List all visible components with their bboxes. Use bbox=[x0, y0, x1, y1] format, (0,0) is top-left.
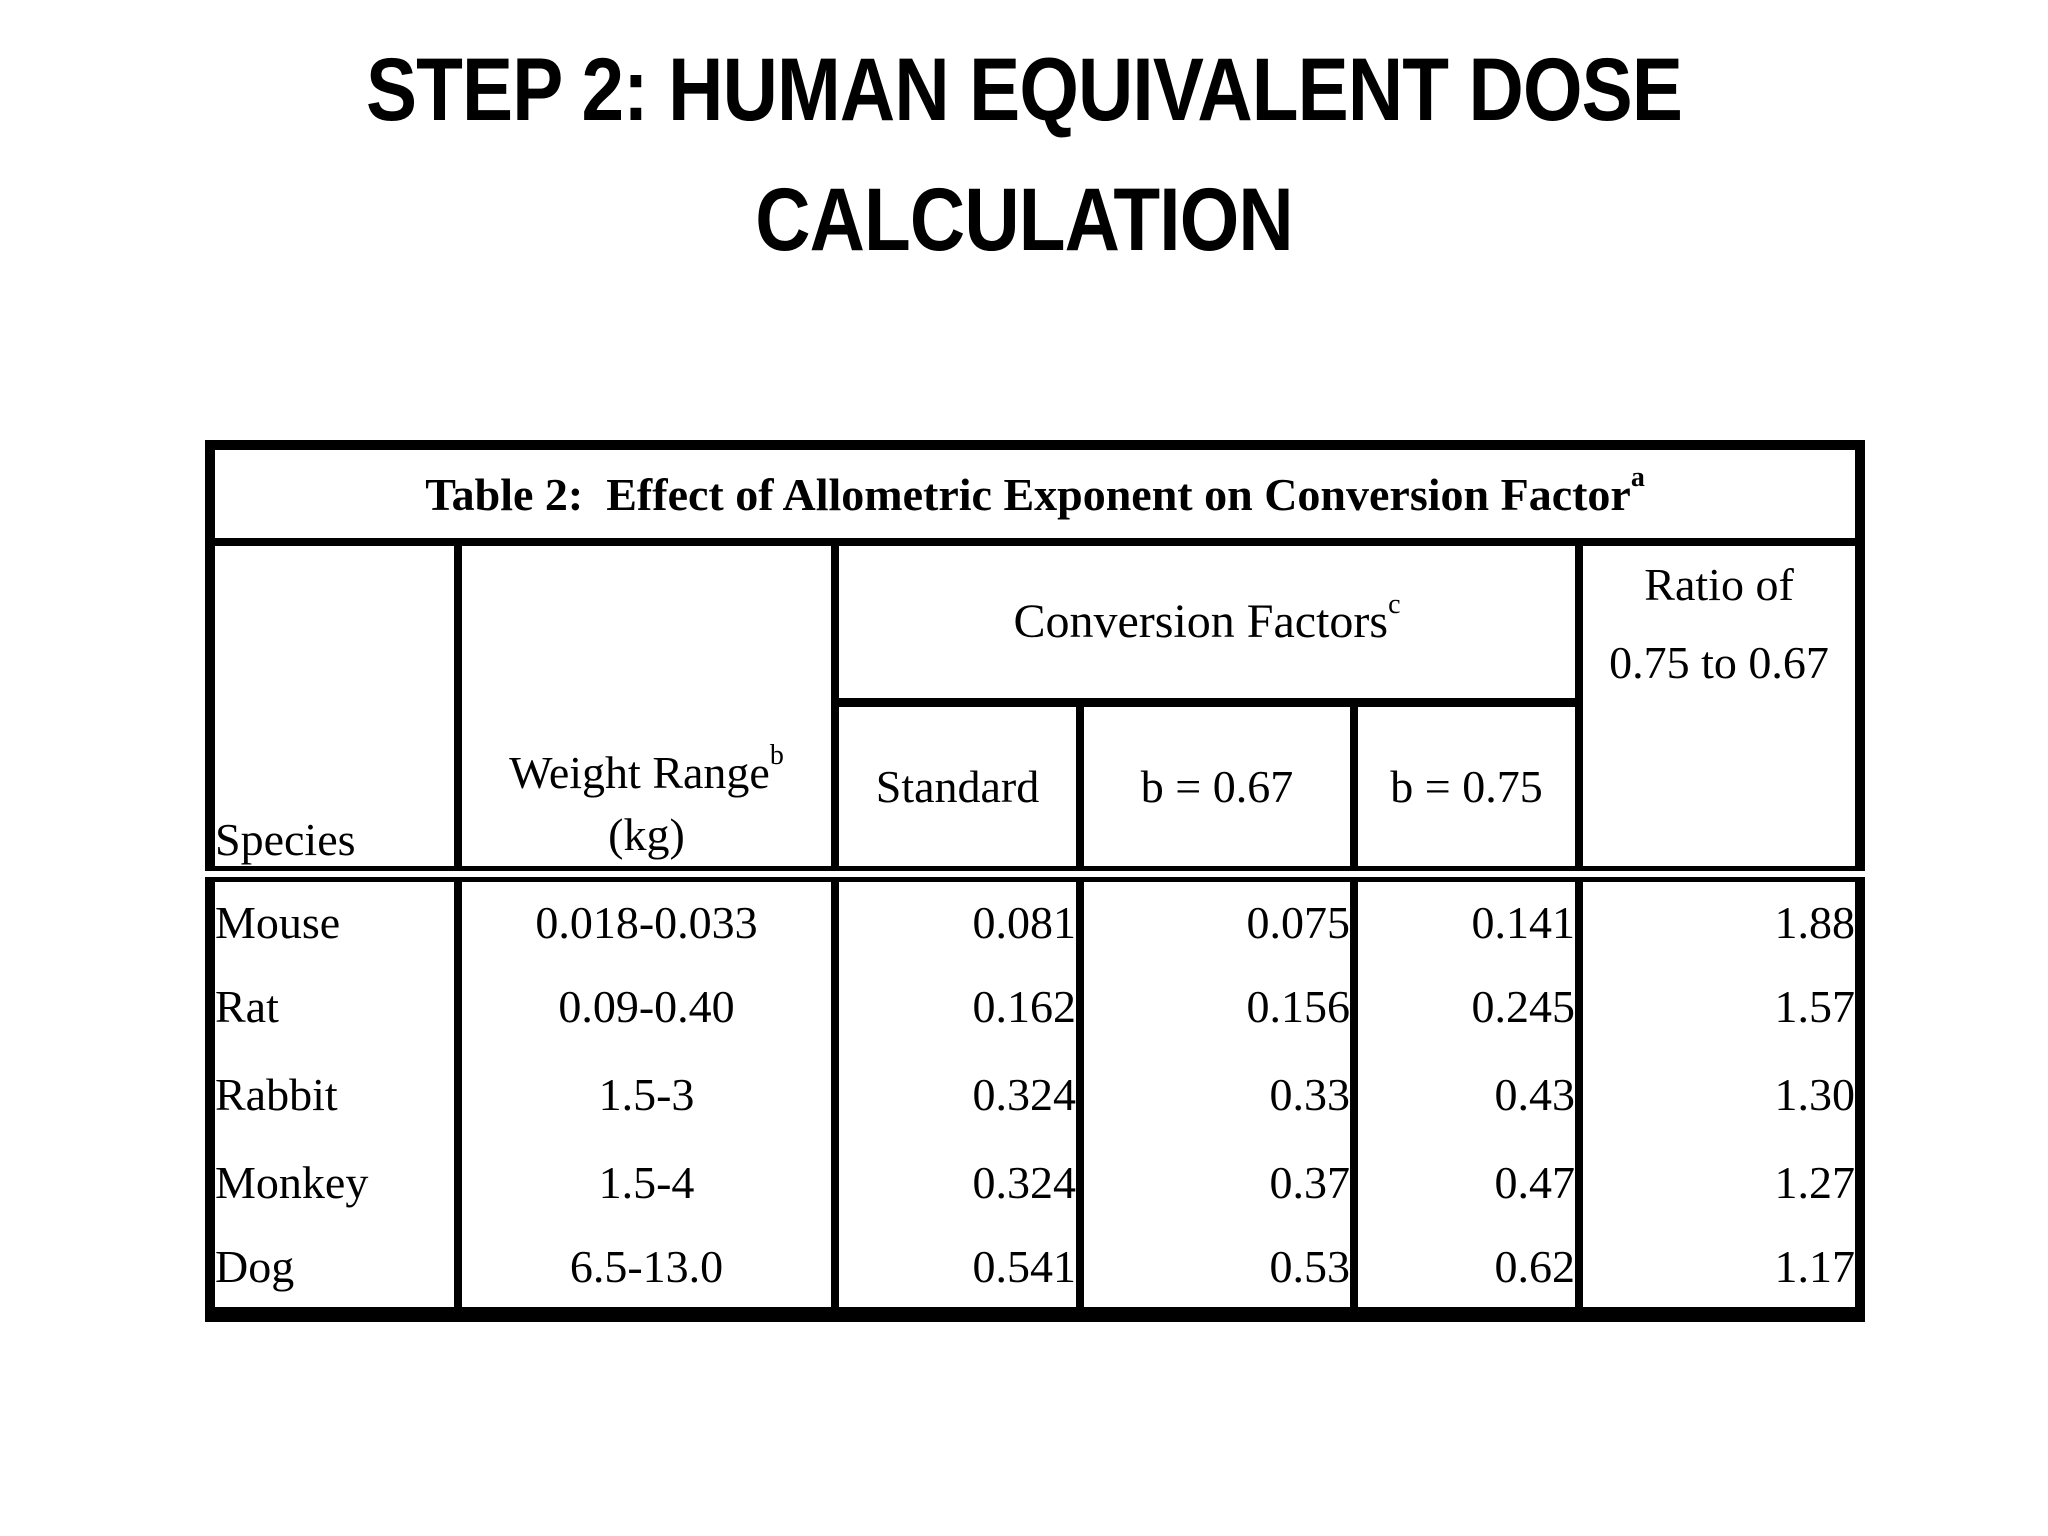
cell-b-075: 0.47 bbox=[1350, 1138, 1579, 1226]
cell-b-067: 0.156 bbox=[1076, 962, 1354, 1050]
table-row-dog: Dog 6.5-13.0 0.541 0.53 0.62 1.17 bbox=[210, 1226, 1861, 1314]
header-ratio: Ratio of 0.75 to 0.67 bbox=[1574, 542, 1861, 882]
cell-b-075: 0.43 bbox=[1350, 1050, 1579, 1138]
cell-ratio: 1.88 bbox=[1574, 874, 1861, 962]
cell-b-075: 0.141 bbox=[1350, 874, 1579, 962]
cell-weight-range: 1.5-4 bbox=[454, 1138, 835, 1226]
slide-title: STEP 2: HUMAN EQUIVALENT DOSE CALCULATIO… bbox=[143, 24, 1904, 284]
slide-title-line-1: STEP 2: HUMAN EQUIVALENT DOSE bbox=[365, 39, 1683, 139]
header-weight-range: Weight Rangeb (kg) bbox=[454, 542, 835, 882]
cell-ratio: 1.27 bbox=[1574, 1138, 1861, 1226]
table-header-row-2: Standard b = 0.67 b = 0.75 bbox=[210, 702, 1860, 882]
header-conversion-factors: Conversion Factorsc bbox=[831, 542, 1579, 707]
cell-standard: 0.324 bbox=[831, 1138, 1080, 1226]
cell-weight-range: 0.018-0.033 bbox=[454, 874, 835, 962]
cell-standard: 0.162 bbox=[831, 962, 1080, 1050]
weight-superscript-b: b bbox=[769, 740, 784, 771]
cell-standard: 0.541 bbox=[831, 1226, 1080, 1314]
cell-weight-range: 6.5-13.0 bbox=[454, 1226, 835, 1314]
header-weight-unit: (kg) bbox=[608, 809, 685, 860]
weight-range-label: Weight Range bbox=[509, 747, 770, 798]
cell-b-067: 0.33 bbox=[1076, 1050, 1354, 1138]
conversion-superscript-c: c bbox=[1388, 589, 1401, 621]
table-row-mouse: Mouse 0.018-0.033 0.081 0.075 0.141 1.88 bbox=[210, 874, 1861, 962]
cell-weight-range: 1.5-3 bbox=[454, 1050, 835, 1138]
conversion-factors-label: Conversion Factors bbox=[1013, 595, 1389, 649]
cell-species: Rabbit bbox=[215, 1068, 338, 1120]
cell-b-067: 0.53 bbox=[1076, 1226, 1354, 1314]
caption-superscript-a: a bbox=[1630, 461, 1645, 493]
table-caption: Table 2: Effect of Allometric Exponent o… bbox=[210, 445, 1861, 546]
cell-standard: 0.324 bbox=[831, 1050, 1080, 1138]
header-ratio-line-2: 0.75 to 0.67 bbox=[1609, 637, 1829, 688]
cell-species: Rat bbox=[215, 980, 279, 1032]
slide-title-line-2: CALCULATION bbox=[755, 169, 1293, 269]
cell-ratio: 1.30 bbox=[1574, 1050, 1861, 1138]
table-caption-row: Table 2: Effect of Allometric Exponent o… bbox=[210, 445, 1861, 546]
cell-b-067: 0.075 bbox=[1076, 874, 1354, 962]
table-row-monkey: Monkey 1.5-4 0.324 0.37 0.47 1.27 bbox=[210, 1138, 1861, 1226]
cell-b-075: 0.62 bbox=[1350, 1226, 1579, 1314]
cell-standard: 0.081 bbox=[831, 874, 1080, 962]
cell-species: Monkey bbox=[215, 1156, 369, 1208]
header-weight-range-text: Weight Rangeb bbox=[466, 740, 831, 804]
header-ratio-line-1: Ratio of bbox=[1644, 559, 1794, 610]
header-species: Species bbox=[210, 542, 458, 882]
header-b-075: b = 0.75 bbox=[1350, 702, 1579, 882]
cell-weight-range: 0.09-0.40 bbox=[454, 962, 835, 1050]
table-row-rat: Rat 0.09-0.40 0.162 0.156 0.245 1.57 bbox=[210, 962, 1861, 1050]
cell-ratio: 1.17 bbox=[1574, 1226, 1861, 1314]
table-row-rabbit: Rabbit 1.5-3 0.324 0.33 0.43 1.30 bbox=[210, 1050, 1861, 1138]
header-b-067: b = 0.67 bbox=[1076, 702, 1354, 882]
table-caption-text: Table 2: Effect of Allometric Exponent o… bbox=[425, 468, 1631, 520]
header-standard: Standard bbox=[831, 702, 1080, 882]
cell-species: Dog bbox=[215, 1240, 295, 1292]
cell-species: Mouse bbox=[215, 896, 341, 948]
cell-b-075: 0.245 bbox=[1350, 962, 1579, 1050]
allometric-exponent-table: Table 2: Effect of Allometric Exponent o… bbox=[205, 440, 1866, 1322]
table-header-row-1: Species Weight Rangeb (kg) Conversion Fa… bbox=[210, 542, 1861, 882]
cell-b-067: 0.37 bbox=[1076, 1138, 1354, 1226]
cell-ratio: 1.57 bbox=[1574, 962, 1861, 1050]
